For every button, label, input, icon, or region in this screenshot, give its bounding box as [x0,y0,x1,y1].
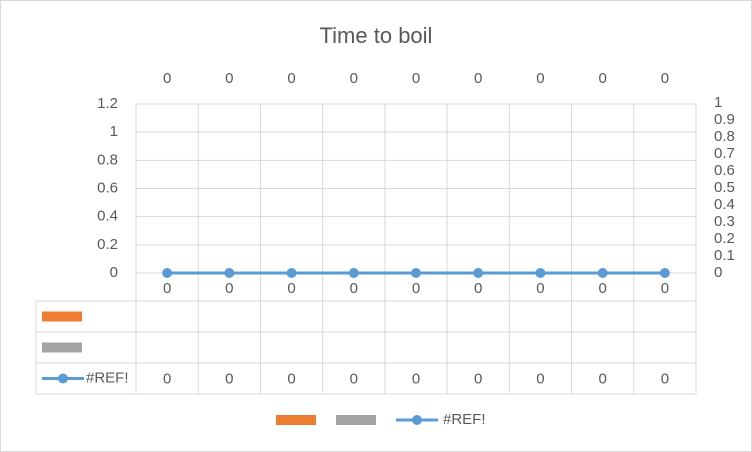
marker [473,268,484,278]
table-cell: 0 [163,370,171,387]
table-legend-key [58,373,68,384]
x2-tick-label: 0 [350,70,358,87]
marker [348,268,359,278]
x2-tick-label: 0 [536,70,544,87]
marker [162,268,173,278]
y2-tick-label: 0.8 [714,128,735,145]
table-cell: 0 [536,370,544,387]
marker [659,268,670,278]
data-label: 0 [412,280,420,297]
y2-tick-label: 0.6 [714,162,735,179]
x2-tick-label: 0 [474,70,482,87]
y-tick-label: 0.4 [97,208,118,225]
y2-tick-label: 0.5 [714,179,735,196]
table-cell: 0 [412,370,420,387]
y2-tick-label: 0.7 [714,145,735,162]
table-legend-key [42,311,82,322]
y2-tick-label: 0.9 [714,111,735,128]
marker [411,268,421,278]
table-series-name: #REF! [86,369,129,386]
data-label: 0 [350,280,358,297]
y-tick-label: 0.2 [97,236,118,253]
y-tick-label: 1.2 [97,95,118,112]
x2-tick-label: 0 [225,70,233,87]
y2-tick-label: 0.4 [714,196,735,213]
data-label: 0 [225,280,233,297]
table-cell: 0 [350,370,358,387]
data-label: 0 [661,280,669,297]
x2-tick-label: 0 [598,70,606,87]
legend-key [276,415,316,425]
data-label: 0 [536,280,544,297]
table-cell: 0 [598,370,606,387]
marker [535,268,546,278]
y-tick-label: 1 [110,123,118,140]
y2-tick-label: 0 [714,264,722,281]
y2-tick-label: 1 [714,94,722,111]
data-label: 0 [598,280,606,297]
x2-tick-label: 0 [163,70,171,87]
x2-tick-label: 0 [412,70,420,87]
table-cell: 0 [287,370,295,387]
legend-key [412,415,422,425]
table-cell: 0 [225,370,233,387]
table-cell: 0 [661,370,669,387]
legend-label: #REF! [443,411,486,428]
table-cell: 0 [474,370,482,387]
data-label: 0 [287,280,295,297]
data-label: 0 [474,280,482,297]
marker [597,268,608,278]
y-tick-label: 0 [110,264,118,281]
x2-tick-label: 0 [287,70,295,87]
y-tick-label: 0.6 [97,179,118,196]
legend-key [336,415,376,425]
x2-tick-label: 0 [661,70,669,87]
chart-title: Time to boil [320,23,433,48]
data-label: 0 [163,280,171,297]
y2-tick-label: 0.1 [714,247,735,264]
y-tick-label: 0.8 [97,151,118,168]
table-legend-key [42,342,82,353]
y2-tick-label: 0.2 [714,230,735,247]
marker [224,268,235,278]
marker [286,268,297,278]
y2-tick-label: 0.3 [714,213,735,230]
